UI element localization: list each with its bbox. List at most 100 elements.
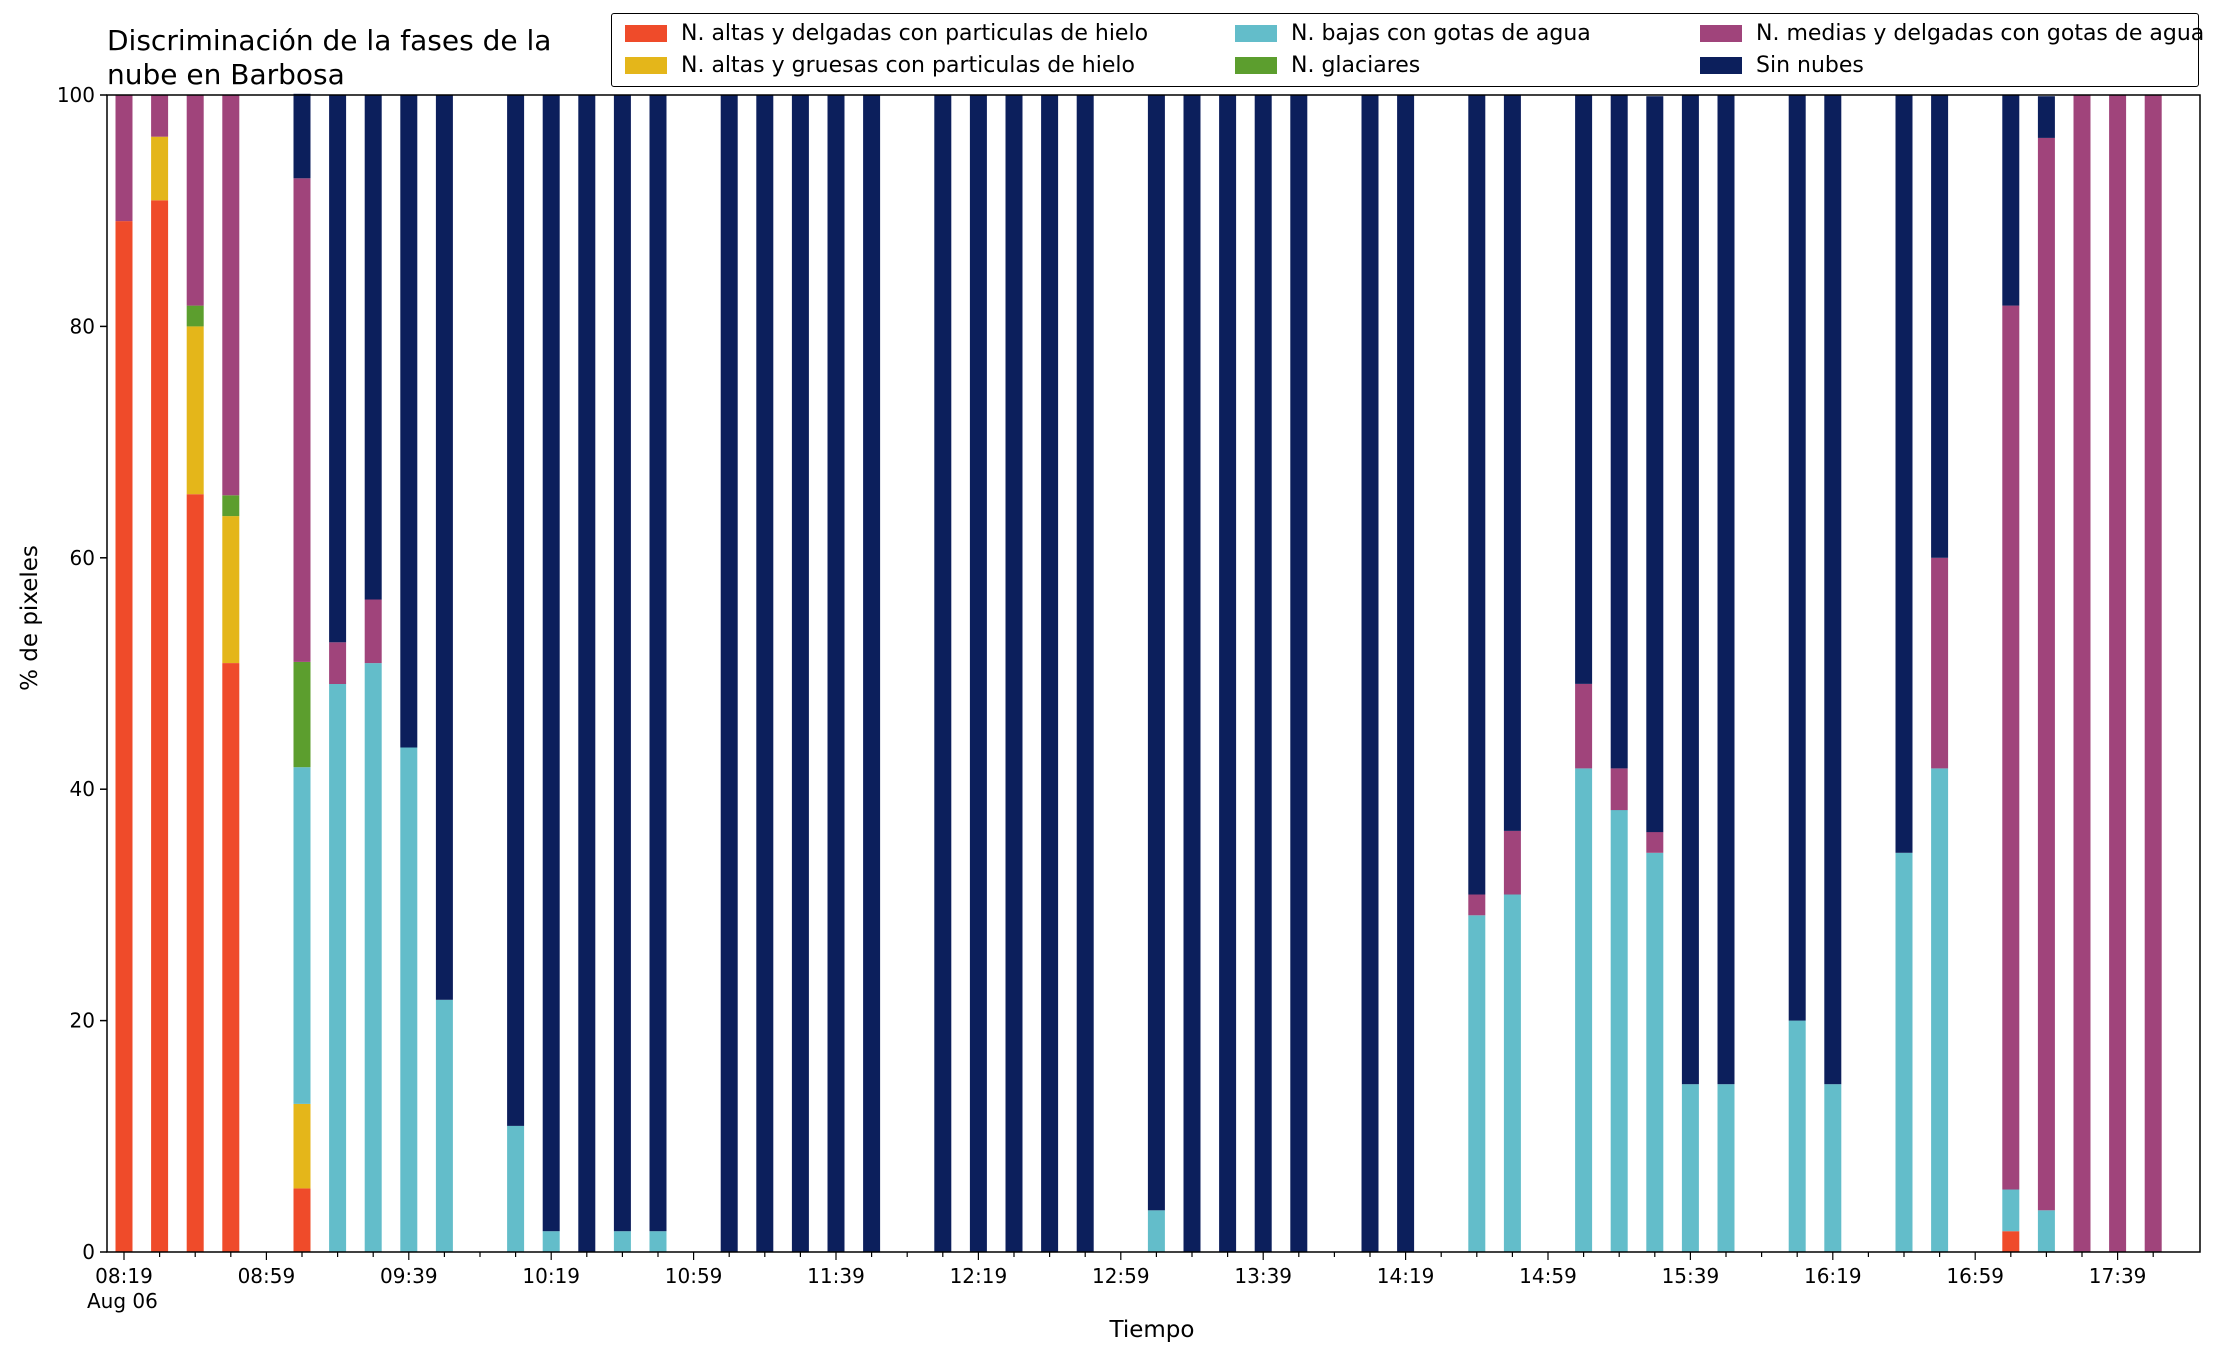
bar-segment bbox=[1468, 915, 1486, 1252]
bar-segment bbox=[542, 1231, 560, 1252]
chart-title: Discriminación de la fases de la nube en … bbox=[107, 24, 551, 91]
bar-segment bbox=[151, 95, 169, 137]
bar-segment bbox=[293, 767, 311, 1104]
bar-segment bbox=[222, 663, 240, 1252]
x-tick-label: 10:19 bbox=[522, 1264, 580, 1288]
legend-label: N. glaciares bbox=[1291, 52, 1421, 78]
bar-segment bbox=[1005, 95, 1023, 1252]
bar-segment bbox=[2073, 95, 2091, 1252]
y-tick-label: 0 bbox=[82, 1240, 95, 1264]
legend-item: N. glaciares bbox=[1235, 50, 1420, 80]
bar-segment bbox=[293, 93, 311, 179]
x-tick-label: 12:19 bbox=[950, 1264, 1008, 1288]
bar-segment bbox=[1788, 1020, 1806, 1252]
bar-segment bbox=[1575, 95, 1593, 684]
y-tick-label: 20 bbox=[70, 1009, 95, 1033]
legend-label: N. altas y gruesas con particulas de hie… bbox=[681, 52, 1135, 78]
bar-segment bbox=[364, 663, 382, 1252]
bar-segment bbox=[1076, 95, 1094, 1252]
bar-segment bbox=[2144, 95, 2162, 1252]
bar-segment bbox=[1646, 832, 1664, 853]
bar-segment bbox=[1041, 95, 1059, 1252]
x-tick-label: 15:39 bbox=[1662, 1264, 1720, 1288]
x-tick-label: 14:19 bbox=[1377, 1264, 1435, 1288]
bar-segment bbox=[115, 95, 133, 222]
bar-segment bbox=[222, 495, 240, 517]
legend-item: Sin nubes bbox=[1700, 50, 1864, 80]
bar-segment bbox=[1610, 768, 1628, 811]
bar-segment bbox=[934, 95, 952, 1252]
bar-segment bbox=[507, 95, 525, 1126]
legend-swatch bbox=[625, 24, 667, 42]
x-tick-label: 13:39 bbox=[1234, 1264, 1292, 1288]
legend-swatch bbox=[625, 56, 667, 74]
x-tick-label: 17:39 bbox=[2089, 1264, 2147, 1288]
bar-segment bbox=[613, 95, 631, 1232]
x-tick-label: 14:59 bbox=[1519, 1264, 1577, 1288]
bar-segment bbox=[293, 661, 311, 768]
legend-label: N. bajas con gotas de agua bbox=[1291, 20, 1591, 46]
bar-segment bbox=[1575, 768, 1593, 1252]
bar-segment bbox=[863, 95, 881, 1252]
bar-segment bbox=[186, 494, 204, 1252]
bar-segment bbox=[400, 747, 418, 1252]
y-tick-label: 60 bbox=[70, 546, 95, 570]
bar-segment bbox=[1183, 95, 1201, 1252]
bar-segment bbox=[1931, 557, 1949, 769]
bar-segment bbox=[329, 95, 347, 643]
bar-segment bbox=[1895, 852, 1913, 1252]
chart-title-line: nube en Barbosa bbox=[107, 58, 345, 91]
bar-segment bbox=[1931, 95, 1949, 558]
bar-segment bbox=[2109, 95, 2127, 1252]
legend: N. altas y delgadas con particulas de hi… bbox=[611, 13, 2204, 87]
bar-segment bbox=[364, 599, 382, 664]
bar-segment bbox=[2002, 305, 2020, 1190]
bar-series-group bbox=[115, 93, 2162, 1253]
bar-segment bbox=[1681, 1084, 1699, 1252]
bar-segment bbox=[1788, 95, 1806, 1021]
legend-label: Sin nubes bbox=[1756, 52, 1864, 78]
bar-segment bbox=[1219, 95, 1237, 1252]
bar-segment bbox=[1147, 1210, 1165, 1252]
bar-segment bbox=[1931, 768, 1949, 1252]
bar-segment bbox=[720, 95, 738, 1252]
x-tick-label: 09:39 bbox=[380, 1264, 438, 1288]
bar-segment bbox=[791, 95, 809, 1252]
legend-item: N. medias y delgadas con gotas de agua bbox=[1700, 18, 2204, 48]
bar-segment bbox=[1468, 894, 1486, 916]
bar-segment bbox=[1646, 96, 1664, 833]
legend-item: N. altas y delgadas con particulas de hi… bbox=[625, 18, 1148, 48]
y-axis-label: % de pixeles bbox=[17, 545, 43, 691]
bar-segment bbox=[542, 95, 560, 1232]
bar-segment bbox=[435, 95, 453, 1000]
bar-segment bbox=[2002, 95, 2020, 306]
bar-segment bbox=[222, 516, 240, 663]
bar-segment bbox=[1717, 1084, 1735, 1252]
legend-swatch bbox=[1700, 24, 1742, 42]
x-tick-label: 16:59 bbox=[1946, 1264, 2004, 1288]
bar-segment bbox=[293, 1103, 311, 1189]
bar-segment bbox=[115, 221, 133, 1253]
y-tick-label: 80 bbox=[70, 314, 95, 338]
legend-swatch bbox=[1700, 56, 1742, 74]
legend-swatch bbox=[1235, 24, 1277, 42]
bar-segment bbox=[649, 95, 667, 1232]
bar-segment bbox=[151, 136, 169, 201]
y-tick-label: 40 bbox=[70, 777, 95, 801]
bar-segment bbox=[1503, 894, 1521, 1252]
bar-segment bbox=[151, 200, 169, 1252]
bar-segment bbox=[756, 95, 774, 1252]
bar-segment bbox=[293, 1188, 311, 1252]
bar-segment bbox=[400, 95, 418, 748]
bar-segment bbox=[1646, 852, 1664, 1252]
bar-segment bbox=[2037, 96, 2055, 138]
bar-segment bbox=[827, 95, 845, 1252]
bar-segment bbox=[1503, 830, 1521, 895]
bar-segment bbox=[1610, 810, 1628, 1252]
legend-label: N. altas y delgadas con particulas de hi… bbox=[681, 20, 1149, 46]
bar-segment bbox=[364, 95, 382, 600]
x-tick-label: 16:19 bbox=[1804, 1264, 1862, 1288]
bar-segment bbox=[1290, 95, 1308, 1252]
bar-segment bbox=[1824, 1084, 1842, 1252]
bar-segment bbox=[1503, 95, 1521, 831]
